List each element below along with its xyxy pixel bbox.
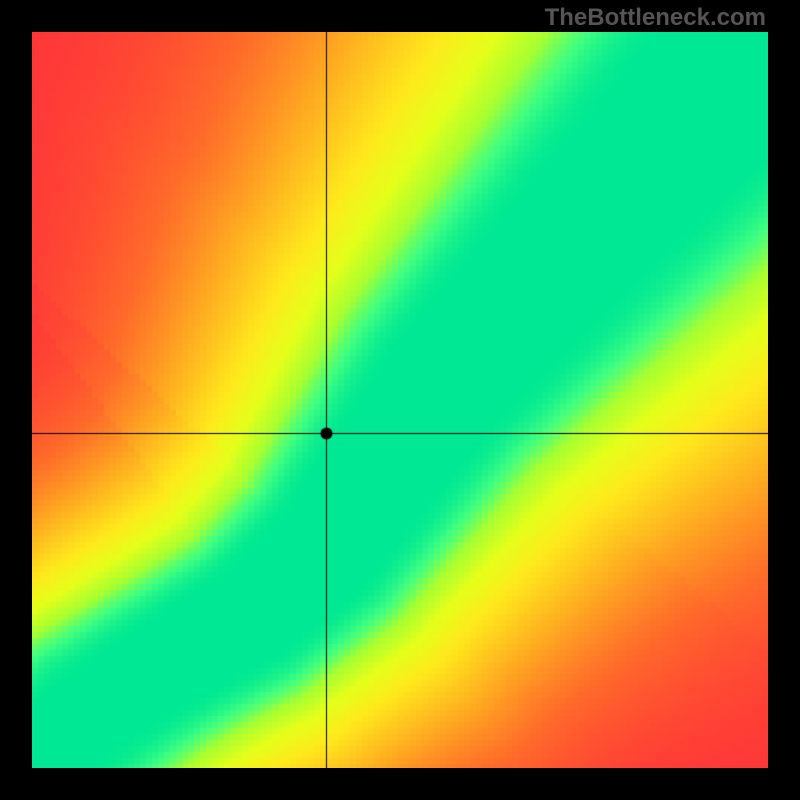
bottleneck-heatmap-canvas bbox=[32, 32, 768, 768]
watermark-text: TheBottleneck.com bbox=[545, 4, 766, 32]
chart-container: TheBottleneck.com bbox=[0, 0, 800, 800]
